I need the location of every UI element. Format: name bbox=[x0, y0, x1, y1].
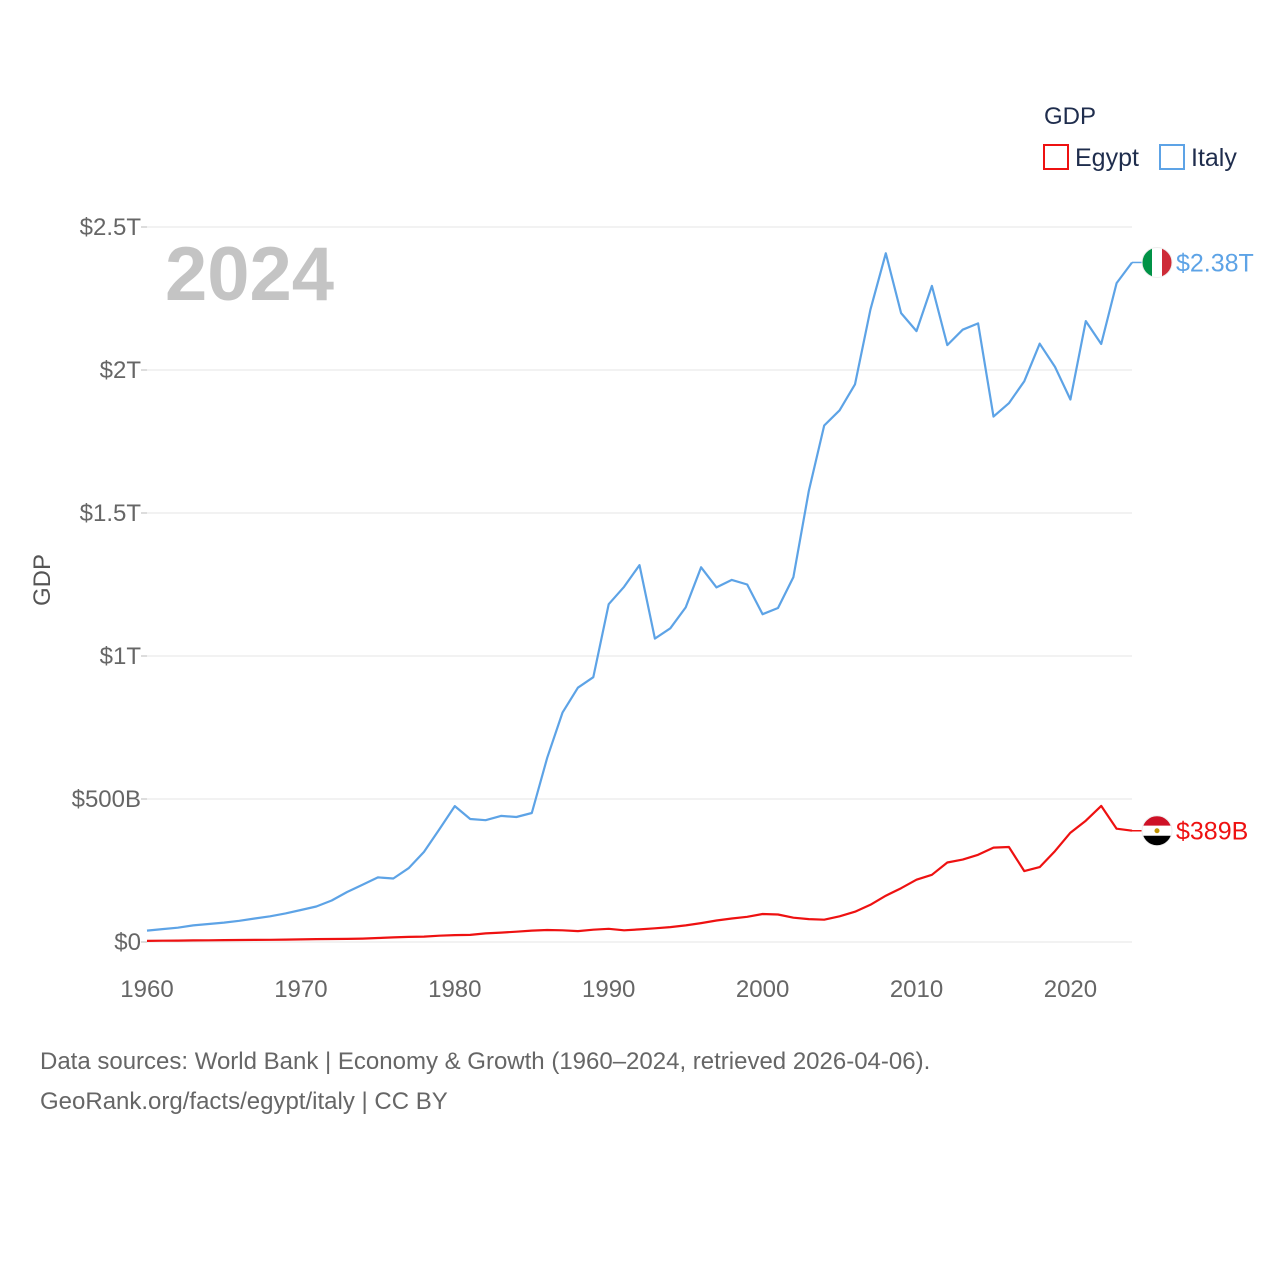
footer: Data sources: World Bank | Economy & Gro… bbox=[40, 1042, 930, 1122]
legend-swatch-italy bbox=[1159, 144, 1185, 170]
legend-item-egypt[interactable]: Egypt bbox=[1043, 144, 1139, 172]
egypt-flag-icon bbox=[1141, 815, 1173, 847]
x-tick-label: 1980 bbox=[428, 976, 481, 1003]
legend-label-italy: Italy bbox=[1191, 144, 1237, 172]
y-tick-label: $1.5T bbox=[80, 500, 142, 527]
legend-label-egypt: Egypt bbox=[1075, 144, 1139, 172]
x-tick-label: 2020 bbox=[1044, 976, 1097, 1003]
legend-item-italy[interactable]: Italy bbox=[1159, 144, 1237, 172]
current-year-label: 2024 bbox=[165, 232, 334, 317]
x-tick-label: 1970 bbox=[274, 976, 327, 1003]
y-tick-label: $500B bbox=[72, 786, 141, 813]
attribution-text[interactable]: GeoRank.org/facts/egypt/italy | CC BY bbox=[40, 1088, 448, 1115]
x-axis-ticks: 1960 1970 1980 1990 2000 2010 2020 bbox=[120, 976, 1097, 1003]
y-axis-ticks: $0 $500B $1T $1.5T $2T $2.5T bbox=[72, 214, 147, 956]
y-tick-label: $1T bbox=[100, 643, 142, 670]
data-sources-text: Data sources: World Bank | Economy & Gro… bbox=[40, 1048, 931, 1075]
italy-flag-icon bbox=[1141, 246, 1173, 278]
legend-swatch-egypt bbox=[1043, 144, 1069, 170]
y-tick-label: $2.5T bbox=[80, 214, 142, 241]
series-line-egypt bbox=[146, 804, 1133, 942]
x-tick-label: 1960 bbox=[120, 976, 173, 1003]
end-value-label-italy: $2.38T bbox=[1176, 249, 1254, 277]
gdp-line-chart: $0 $500B $1T $1.5T $2T $2.5T 1960 1970 1980 1990… bbox=[29, 103, 1254, 1003]
x-tick-label: 2000 bbox=[736, 976, 789, 1003]
series-endpoints: $389B $2.38T bbox=[1132, 246, 1254, 847]
y-tick-label: $0 bbox=[114, 929, 141, 956]
x-tick-label: 1990 bbox=[582, 976, 635, 1003]
x-tick-label: 2010 bbox=[890, 976, 943, 1003]
grid-lines bbox=[147, 226, 1132, 943]
end-value-label-egypt: $389B bbox=[1176, 818, 1248, 846]
legend: GDP Egypt Italy bbox=[1043, 103, 1237, 172]
y-tick-label: $2T bbox=[100, 357, 142, 384]
series-line-italy bbox=[146, 252, 1133, 932]
series-lines bbox=[146, 252, 1133, 942]
legend-title: GDP bbox=[1044, 103, 1096, 130]
y-axis-title: GDP bbox=[29, 554, 56, 606]
